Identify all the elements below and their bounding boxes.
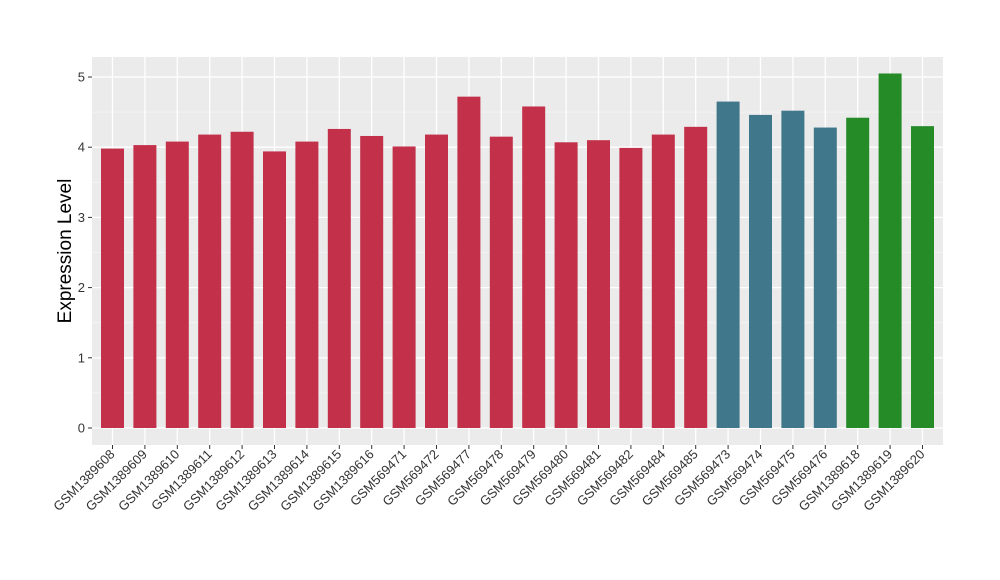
bar-gsm569479 (522, 106, 546, 428)
bar-gsm569475 (781, 110, 805, 429)
bar-gsm1389619 (878, 73, 902, 429)
bar-gsm569478 (489, 136, 513, 429)
bar-gsm1389620 (911, 126, 934, 428)
y-tick-label: 0 (78, 421, 85, 436)
bar-gsm569477 (457, 96, 481, 428)
bar-gsm569474 (749, 114, 772, 429)
bar-gsm1389615 (327, 128, 351, 428)
bar-gsm569485 (684, 126, 708, 428)
bar-gsm569472 (425, 134, 448, 428)
bar-gsm1389609 (133, 145, 157, 428)
bar-gsm1389618 (846, 117, 870, 428)
bar-gsm1389610 (165, 141, 189, 429)
y-tick-label: 1 (78, 350, 85, 365)
bar-gsm569471 (392, 146, 416, 429)
bar-gsm1389611 (198, 134, 222, 428)
x-axis: GSM1389608GSM1389609GSM1389610GSM1389611… (50, 445, 928, 514)
y-tick-label: 2 (78, 280, 85, 295)
bar-gsm1389613 (263, 151, 286, 429)
bar-gsm569476 (813, 127, 837, 428)
y-tick-label: 3 (78, 210, 85, 225)
bar-gsm569482 (619, 147, 643, 429)
bars (101, 73, 934, 429)
y-axis: 0 1 2 3 4 5 (78, 70, 92, 436)
bar-gsm569473 (716, 101, 740, 428)
bar-gsm569484 (651, 134, 675, 428)
bar-gsm1389612 (230, 131, 254, 429)
y-axis-title: Expression Level (55, 179, 76, 324)
bar-gsm1389614 (295, 141, 319, 429)
y-tick-label: 5 (78, 70, 85, 85)
bar-gsm1389616 (360, 135, 384, 428)
bar-gsm569481 (587, 140, 610, 428)
y-tick-label: 4 (78, 140, 85, 155)
bar-gsm569480 (554, 142, 578, 428)
bar-gsm1389608 (101, 148, 124, 428)
